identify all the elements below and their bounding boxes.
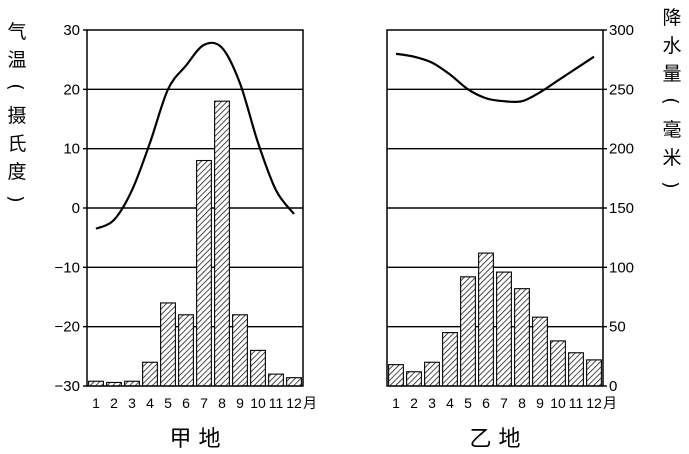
precipitation-bar: [586, 359, 602, 387]
panel-label-jia: 甲 地: [170, 427, 221, 452]
axis-label-char: 米: [662, 147, 681, 169]
month-label: 9: [236, 395, 244, 411]
precipitation-bar: [460, 276, 476, 387]
y-tick-label: 10: [63, 141, 80, 158]
month-label: 6: [182, 395, 190, 411]
yi-precipitation-bars: [388, 252, 602, 387]
axis-label-char: 水: [662, 35, 681, 57]
precipitation-axis-label: 降水量 ( 毫米): [660, 7, 682, 189]
axis-label-char: (: [5, 83, 27, 90]
month-label: 4: [446, 395, 454, 411]
month-label: 12: [286, 395, 302, 411]
month-label: 2: [410, 395, 418, 411]
precipitation-bar: [160, 302, 176, 387]
month-label: 12: [586, 395, 602, 411]
precipitation-bar: [568, 352, 584, 387]
month-label: 3: [128, 395, 136, 411]
temperature-axis-label: 气温 ( 摄氏度): [5, 21, 27, 203]
y-tick-label: 150: [609, 200, 634, 217]
precipitation-bar: [214, 100, 230, 387]
axis-label-char: 量: [662, 63, 681, 85]
month-label: 3: [428, 395, 436, 411]
axis-label-char: 度: [7, 161, 26, 183]
y-tick-label: 20: [63, 81, 80, 98]
month-label: 8: [518, 395, 526, 411]
jia-gridlines: [87, 88, 303, 328]
axis-label-char: 温: [7, 49, 26, 71]
precipitation-bar: [550, 340, 566, 387]
y-tick-label: 50: [609, 319, 626, 336]
precipitation-bar: [442, 332, 458, 387]
month-label: 1: [92, 395, 100, 411]
jia-precipitation-bars: [88, 100, 302, 387]
axis-label-char: 氏: [7, 133, 26, 155]
axis-label-char: (: [660, 97, 682, 104]
precipitation-bar: [142, 361, 158, 387]
precipitation-axis: 0 50 100 150 200 250 300: [603, 22, 634, 395]
axis-label-char: 降: [662, 7, 681, 29]
month-label: 10: [250, 395, 266, 411]
jia-temperature-line: [95, 41, 295, 230]
precipitation-bar: [232, 314, 248, 387]
precipitation-bar: [532, 316, 548, 387]
precipitation-bar: [388, 364, 404, 387]
month-label: 9: [536, 395, 544, 411]
y-tick-label: 100: [609, 259, 634, 276]
precipitation-bar: [496, 271, 512, 387]
month-label: 1: [392, 395, 400, 411]
month-label: 6: [482, 395, 490, 411]
month-label: 7: [500, 395, 508, 411]
precipitation-bar: [478, 252, 494, 387]
y-tick-label: 250: [609, 81, 634, 98]
month-label: 4: [146, 395, 154, 411]
axis-label-char: ): [5, 195, 27, 202]
month-label: 8: [218, 395, 226, 411]
yi-month-axis: 1 2 3 4 5 6 7 8 9 10 11 12 月: [392, 395, 617, 411]
axis-label-char: ): [660, 181, 682, 188]
month-label: 10: [550, 395, 566, 411]
month-unit: 月: [303, 395, 317, 411]
month-label: 7: [200, 395, 208, 411]
y-tick-label: −20: [55, 319, 80, 336]
axis-label-char: 摄: [7, 105, 26, 127]
precipitation-bar: [250, 349, 266, 387]
precipitation-bar: [268, 373, 284, 387]
precipitation-bar: [178, 314, 194, 387]
month-label: 5: [464, 395, 472, 411]
axis-label-char: 毫: [662, 119, 681, 141]
panel-label-yi: 乙 地: [470, 427, 521, 452]
precipitation-bar: [514, 288, 530, 387]
month-label: 11: [269, 395, 284, 411]
yi-gridlines: [387, 88, 603, 328]
y-tick-label: −30: [55, 378, 80, 395]
axis-label-char: 气: [7, 21, 26, 43]
yi-temperature-line: [395, 52, 595, 104]
month-label: 11: [569, 395, 584, 411]
y-tick-label: −10: [55, 259, 80, 276]
y-tick-label: 0: [72, 200, 80, 217]
month-label: 2: [110, 395, 118, 411]
y-tick-label: 30: [63, 22, 80, 39]
y-tick-label: 200: [609, 141, 634, 158]
jia-month-axis: 1 2 3 4 5 6 7 8 9 10 11 12 月: [92, 395, 317, 411]
precipitation-bar: [196, 159, 212, 387]
jia-temperature-axis: −30 −20 −10 0 10 20 30: [55, 22, 87, 395]
y-tick-label: 300: [609, 22, 634, 39]
precipitation-bar: [286, 377, 302, 387]
precipitation-bar: [406, 371, 422, 387]
precipitation-bar: [424, 361, 440, 387]
month-unit: 月: [603, 395, 617, 411]
y-tick-label: 0: [609, 378, 617, 395]
month-label: 5: [164, 395, 172, 411]
